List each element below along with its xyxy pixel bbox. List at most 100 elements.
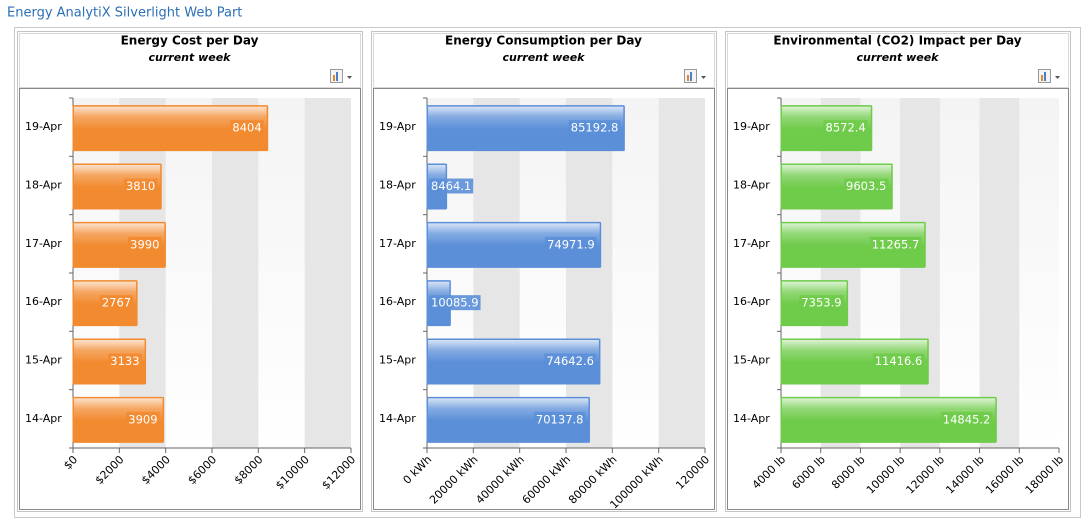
web-part-title: Energy AnalytiX Silverlight Web Part xyxy=(7,6,242,21)
grid-band xyxy=(212,98,259,448)
bar-group: 7353.9 xyxy=(780,280,849,327)
value-label-bg xyxy=(230,120,264,136)
bar-group: 8404 xyxy=(72,105,269,152)
chart-subtitle: current week xyxy=(503,51,586,64)
y-tick-label: 19-Apr xyxy=(733,120,770,133)
value-label-bg xyxy=(99,295,134,311)
bar-group: 70137.8 xyxy=(426,396,590,443)
value-label: 7353.9 xyxy=(801,296,841,310)
bar-group: 85192.8 xyxy=(426,105,625,152)
y-tick-label: 18-Apr xyxy=(733,179,770,192)
chart-title: Environmental (CO2) Impact per Day xyxy=(773,34,1021,48)
value-label: 8572.4 xyxy=(826,121,866,135)
grid-band xyxy=(658,98,705,448)
title-block xyxy=(19,33,361,88)
value-label: 8464.1 xyxy=(431,179,471,193)
value-label-bg xyxy=(823,120,868,136)
y-tick-label: 16-Apr xyxy=(25,295,62,308)
y-tick-label: 16-Apr xyxy=(733,295,770,308)
chart-menu-icon-bar xyxy=(687,75,689,81)
title-block xyxy=(373,33,715,88)
value-label-bg xyxy=(108,353,142,369)
chart-menu-icon-bar xyxy=(690,72,692,81)
chart-subtitle: current week xyxy=(149,51,232,64)
y-tick-label: 15-Apr xyxy=(25,354,62,367)
y-tick-label: 18-Apr xyxy=(25,179,62,192)
value-label: 70137.8 xyxy=(536,412,584,426)
grid-band xyxy=(900,98,940,448)
bar-group: 8572.4 xyxy=(780,105,873,152)
grid-band xyxy=(979,98,1020,448)
value-label-bg xyxy=(545,236,597,252)
value-label-bg xyxy=(869,236,922,252)
value-label: 3810 xyxy=(126,179,155,193)
value-label-bg xyxy=(544,353,596,369)
value-label: 2767 xyxy=(102,296,131,310)
value-label-bg xyxy=(568,120,621,136)
chart-menu-icon-bar xyxy=(333,75,335,81)
y-tick-label: 18-Apr xyxy=(379,179,416,192)
value-label-bg xyxy=(844,178,889,194)
value-label: 10085.9 xyxy=(431,296,479,310)
bar-group: 11416.6 xyxy=(780,338,929,385)
y-tick-label: 15-Apr xyxy=(733,354,770,367)
y-tick-label: 16-Apr xyxy=(379,295,416,308)
grid-band xyxy=(119,98,166,448)
bar-group: 8464.1 xyxy=(426,163,474,210)
value-label: 85192.8 xyxy=(571,121,619,135)
bar-group: 74642.6 xyxy=(426,338,601,385)
chart-title: Energy Consumption per Day xyxy=(445,34,642,48)
chart-menu-arrow xyxy=(347,76,352,79)
value-label: 74642.6 xyxy=(546,354,594,368)
value-label: 8404 xyxy=(232,121,261,135)
y-tick-label: 17-Apr xyxy=(25,237,62,250)
bar-group: 2767 xyxy=(72,280,138,327)
value-label-bg xyxy=(533,411,586,427)
bar-group: 10085.9 xyxy=(426,280,481,327)
bar-group: 3909 xyxy=(72,396,165,443)
y-tick-label: 15-Apr xyxy=(379,354,416,367)
bar-group: 3133 xyxy=(72,338,147,385)
chart-title: Energy Cost per Day xyxy=(121,34,259,48)
value-label: 9603.5 xyxy=(846,179,886,193)
value-label: 3909 xyxy=(128,412,157,426)
chart-menu-icon-bar xyxy=(1044,72,1046,81)
y-tick-label: 19-Apr xyxy=(379,120,416,133)
chart-subtitle: current week xyxy=(857,51,940,64)
value-label-bg xyxy=(872,353,925,369)
chart-menu-icon-bar xyxy=(1041,75,1043,81)
web-part-frame xyxy=(14,27,1081,518)
bar-gloss xyxy=(74,106,267,130)
y-tick-label: 14-Apr xyxy=(733,412,770,425)
grid-band xyxy=(820,98,861,448)
value-label-bg xyxy=(126,411,160,427)
bar-group: 3810 xyxy=(72,163,162,210)
value-label: 14845.2 xyxy=(943,412,991,426)
bar-group: 3990 xyxy=(72,221,166,268)
bar-group: 11265.7 xyxy=(780,221,926,268)
y-tick-label: 14-Apr xyxy=(25,412,62,425)
value-label-bg xyxy=(123,178,158,194)
bar-group: 9603.5 xyxy=(780,163,893,210)
y-tick-label: 17-Apr xyxy=(379,237,416,250)
chart-menu-arrow xyxy=(701,76,706,79)
chart-menu-icon-bar xyxy=(336,72,338,81)
value-label-bg xyxy=(799,295,844,311)
value-label: 3133 xyxy=(110,354,139,368)
grid-band xyxy=(566,98,613,448)
value-label-bg xyxy=(429,178,474,194)
value-label: 11265.7 xyxy=(872,237,920,251)
bar-group: 74971.9 xyxy=(426,221,602,268)
value-label-bg xyxy=(940,411,993,427)
value-label-bg xyxy=(128,236,162,252)
chart-menu-arrow xyxy=(1055,76,1060,79)
grid-band xyxy=(304,98,351,448)
title-block xyxy=(727,33,1069,88)
grid-band xyxy=(473,98,520,448)
value-label: 74971.9 xyxy=(547,237,595,251)
value-label-bg xyxy=(429,295,481,311)
y-tick-label: 17-Apr xyxy=(733,237,770,250)
bar-group: 14845.2 xyxy=(780,396,997,443)
value-label: 11416.6 xyxy=(875,354,923,368)
